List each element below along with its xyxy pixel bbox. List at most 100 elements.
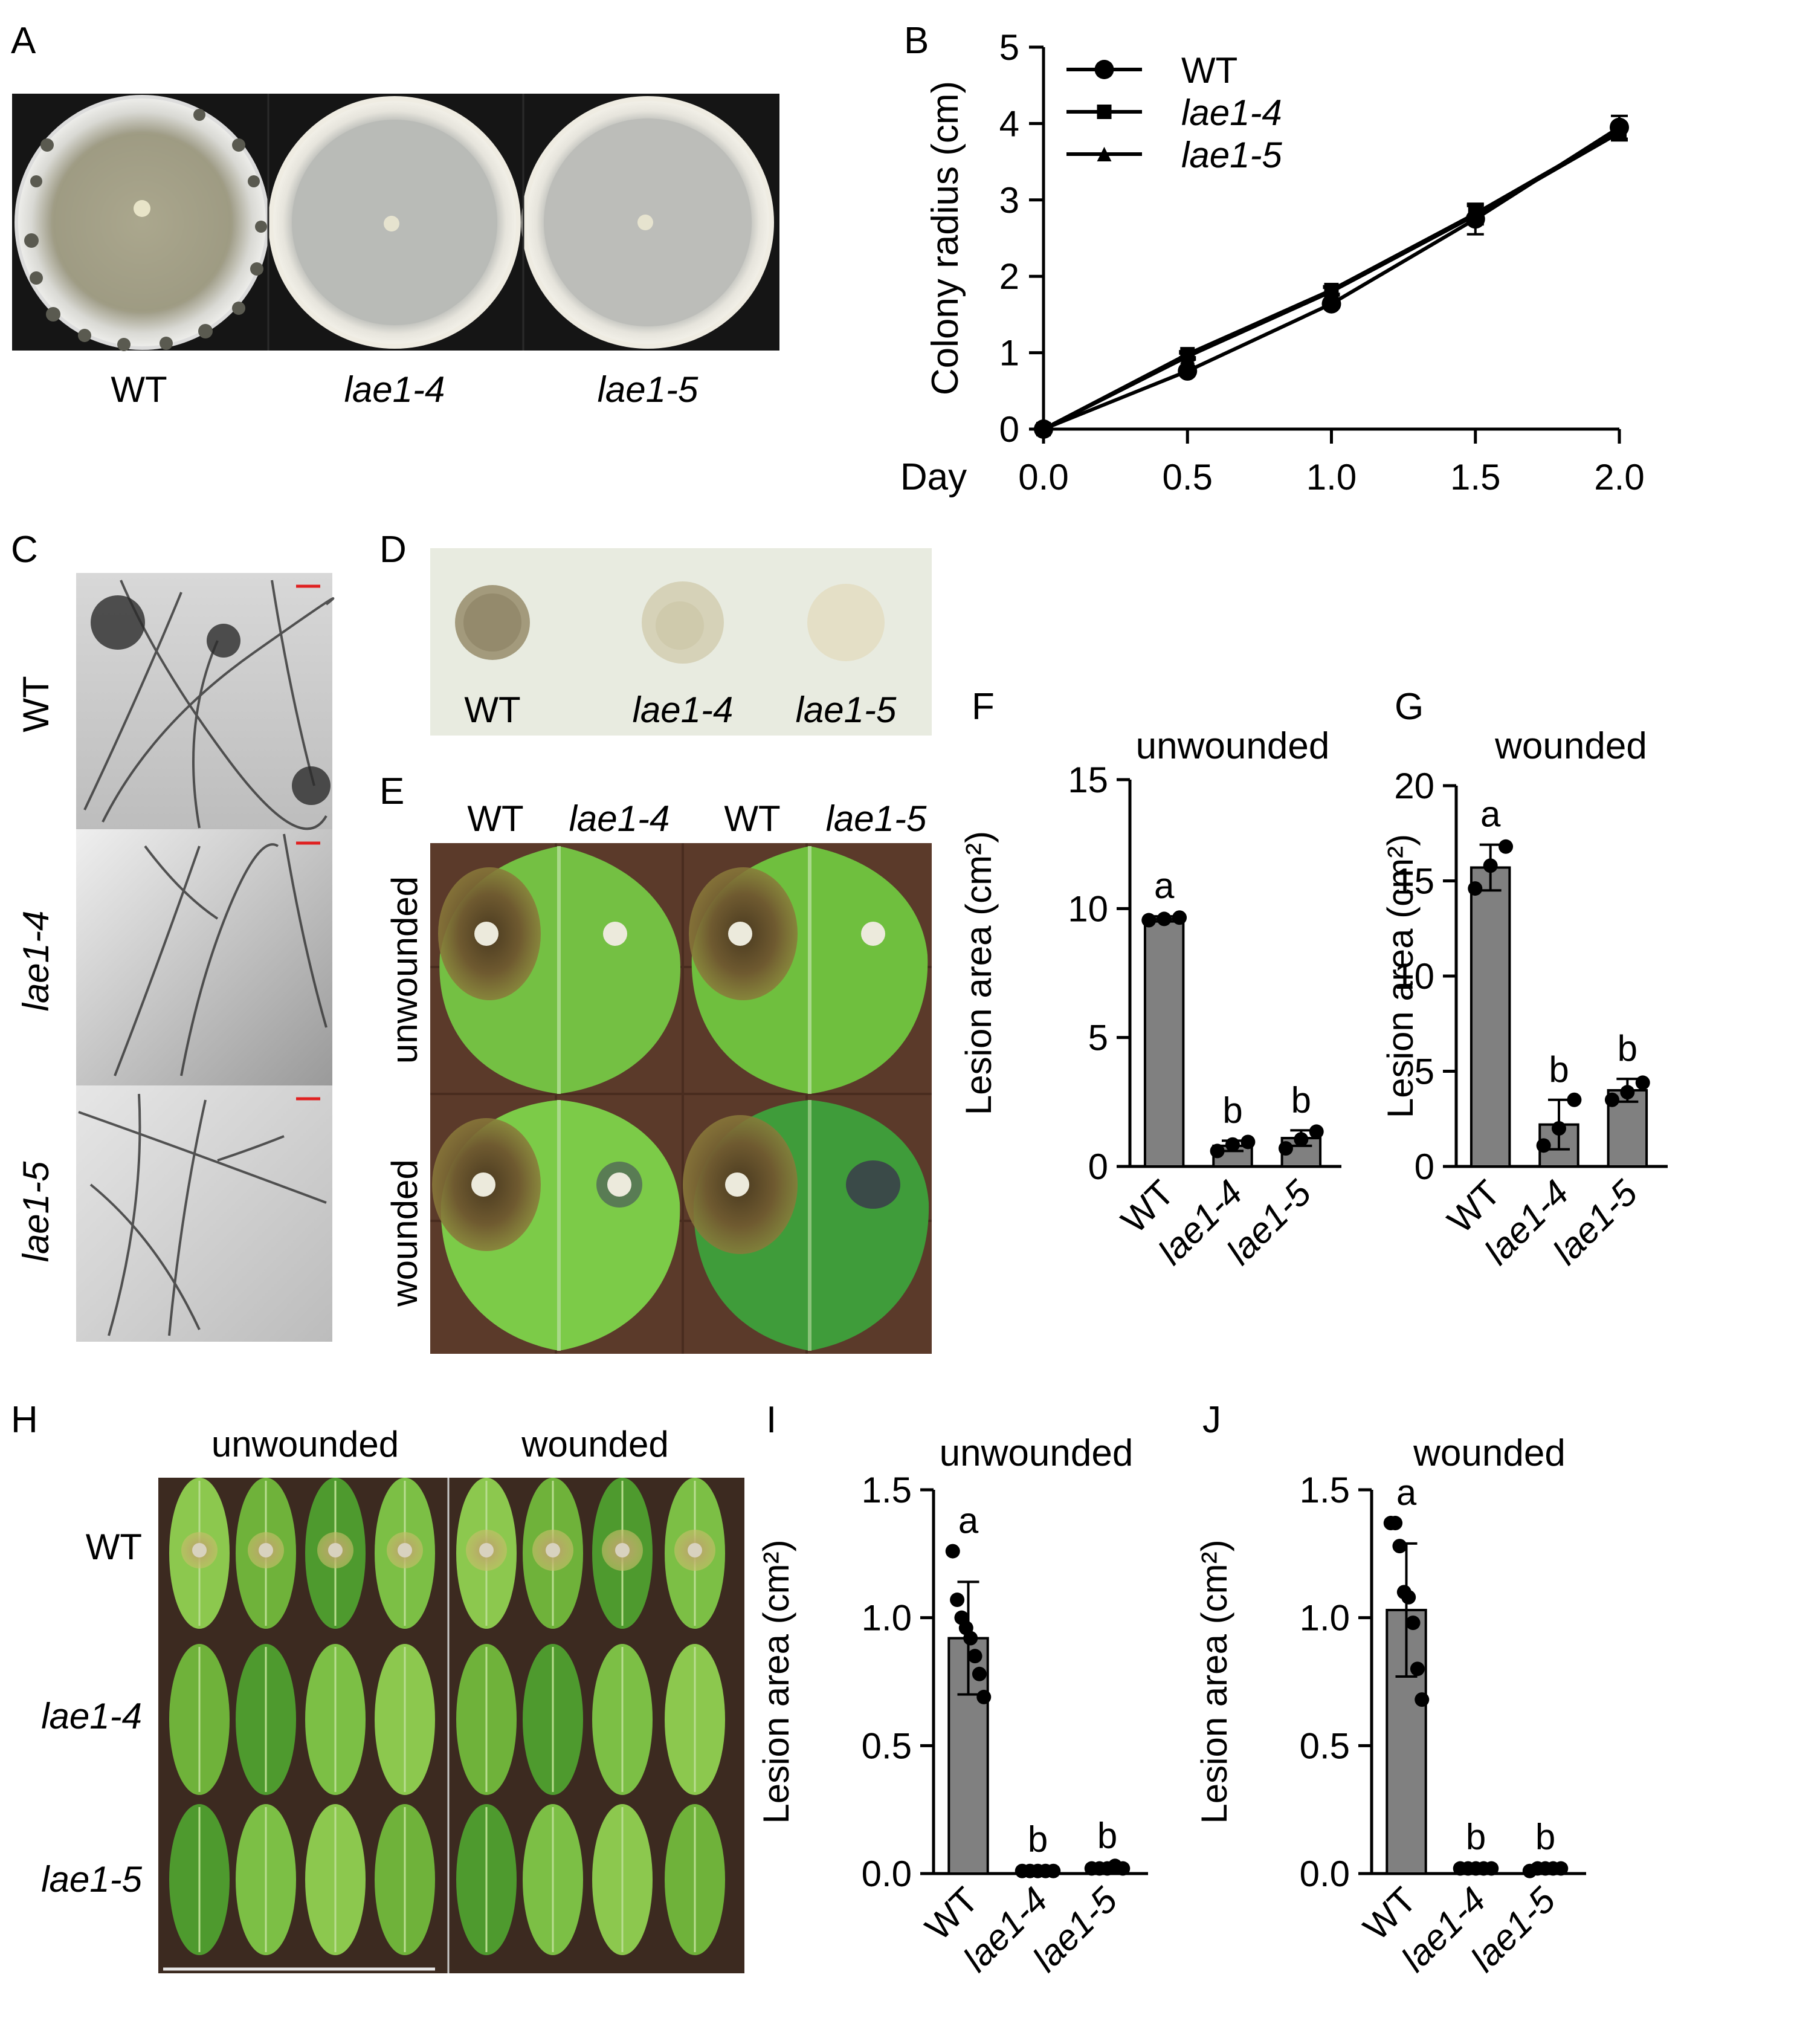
- panel-e-col-wt-1: WT: [467, 798, 523, 839]
- significance-letter: b: [1291, 1079, 1311, 1120]
- x-tick-label: 0.0: [1018, 457, 1068, 497]
- mycelial-plug: [328, 1543, 343, 1557]
- y-tick-label: 5: [1415, 1052, 1434, 1092]
- replicate-point: [1141, 913, 1157, 928]
- y-tick-label: 15: [1068, 760, 1108, 800]
- data-point: [1324, 284, 1339, 299]
- replicate-point: [1115, 1861, 1131, 1876]
- panel-letter-D: D: [379, 529, 407, 571]
- significance-letter: b: [1549, 1049, 1569, 1090]
- panel-d-label-lae1-5: lae1-5: [796, 690, 897, 730]
- panel-a-label-lae1-4: lae1-4: [344, 369, 445, 410]
- panel-e-col-wt-2: WT: [724, 798, 780, 839]
- bar: [1143, 917, 1185, 1168]
- legend-marker: [1094, 60, 1114, 79]
- y-tick-label: 2: [999, 256, 1019, 297]
- panel-e-row-wounded: wounded: [384, 1159, 425, 1307]
- y-tick-label: 5: [1088, 1018, 1108, 1058]
- significance-letter: b: [1618, 1028, 1637, 1069]
- data-point: [1178, 361, 1198, 381]
- data-point: [1321, 294, 1341, 314]
- plate-lae1-5: [521, 96, 774, 349]
- y-tick-label: 1.5: [862, 1470, 912, 1510]
- significance-letter: b: [1222, 1090, 1242, 1130]
- y-tick-label: 0: [999, 409, 1019, 450]
- y-tick-label: 10: [1068, 888, 1108, 929]
- panel-h-col-wounded: wounded: [521, 1424, 669, 1464]
- replicate-point: [1536, 1138, 1551, 1153]
- significance-letter: b: [1097, 1815, 1117, 1855]
- replicate-point: [1172, 910, 1187, 925]
- data-point: [1468, 208, 1483, 223]
- replicate-point: [967, 1649, 982, 1664]
- panel-letter-J: J: [1202, 1399, 1221, 1441]
- legend-marker: [1097, 147, 1112, 161]
- legend-marker: [1097, 105, 1112, 119]
- legend-label: WT: [1181, 50, 1237, 91]
- y-axis-label: Lesion area (cm²): [958, 831, 999, 1115]
- replicate-point: [1553, 1861, 1569, 1876]
- series-line: [1042, 131, 1621, 431]
- plate-wt: [15, 95, 269, 351]
- panel-h-leaves: unwounded wounded WT lae1-4 lae1-5: [41, 1424, 744, 1973]
- panel-h-row-lae1-5: lae1-5: [41, 1859, 142, 1900]
- replicate-point: [1604, 1092, 1619, 1107]
- x-tick-label: 2.0: [1594, 457, 1644, 497]
- mycelial-plug: [479, 1543, 494, 1557]
- y-tick-label: 0.5: [1300, 1725, 1350, 1766]
- y-tick-label: 0.5: [862, 1725, 912, 1766]
- y-tick-label: 5: [999, 27, 1019, 68]
- y-axis-label: Colony radius (cm): [924, 81, 966, 395]
- y-tick-label: 0: [1415, 1147, 1434, 1187]
- plate-lae1-4: [268, 96, 521, 349]
- replicate-point: [1499, 839, 1514, 854]
- panel-a-label-wt: WT: [111, 369, 167, 410]
- mycelial-plug: [546, 1543, 560, 1557]
- panel-e-col-lae1-5: lae1-5: [826, 798, 927, 839]
- leaf-unwounded-pair-1: [438, 846, 680, 1094]
- micrograph-lae1-4: [76, 829, 332, 1085]
- x-tick-label: 0.5: [1163, 457, 1213, 497]
- y-tick-label: 15: [1394, 861, 1434, 902]
- significance-letter: b: [1535, 1816, 1555, 1857]
- replicate-point: [963, 1631, 978, 1646]
- replicate-point: [1567, 1092, 1582, 1107]
- mycelial-plug: [398, 1543, 412, 1557]
- significance-letter: a: [1480, 794, 1501, 835]
- replicate-point: [1620, 1085, 1635, 1100]
- x-axis-label: Day: [900, 456, 967, 498]
- x-tick-label: 1.5: [1450, 457, 1500, 497]
- chart-b-colony-radius: 0 1 2 3 4 5 0.0 0.5 1.0 1.5 2.0 Day Colony radius (c…: [900, 27, 1645, 498]
- panel-a-label-lae1-5: lae1-5: [598, 369, 698, 410]
- y-axis-label: Lesion area (cm²): [756, 1539, 796, 1823]
- panel-letter-F: F: [972, 686, 995, 728]
- leaf-wounded-pair-1: [432, 1100, 680, 1351]
- replicate-point: [1294, 1132, 1309, 1147]
- replicate-point: [1635, 1075, 1650, 1090]
- significance-letter: b: [1466, 1816, 1486, 1857]
- y-tick-label: 1.0: [862, 1598, 912, 1638]
- panel-e-row-unwounded: unwounded: [384, 876, 425, 1064]
- y-tick-label: 0.0: [862, 1854, 912, 1894]
- panel-letter-E: E: [379, 771, 404, 812]
- y-axis-label: Lesion area (cm²): [1380, 834, 1421, 1118]
- panel-letter-B: B: [904, 20, 929, 62]
- y-tick-label: 1.0: [1300, 1598, 1350, 1638]
- replicate-point: [1552, 1121, 1566, 1136]
- replicate-point: [1484, 1861, 1499, 1876]
- replicate-point: [972, 1666, 987, 1681]
- replicate-point: [976, 1689, 992, 1704]
- significance-letter: a: [1154, 865, 1175, 906]
- mycelial-plug: [688, 1543, 702, 1557]
- replicate-point: [1210, 1143, 1225, 1159]
- replicate-point: [1415, 1692, 1430, 1707]
- chart-title: wounded: [1494, 725, 1647, 767]
- data-point: [1180, 349, 1195, 364]
- y-tick-label: 4: [999, 103, 1019, 144]
- panel-letter-I: I: [766, 1399, 776, 1441]
- panel-letter-H: H: [11, 1399, 38, 1441]
